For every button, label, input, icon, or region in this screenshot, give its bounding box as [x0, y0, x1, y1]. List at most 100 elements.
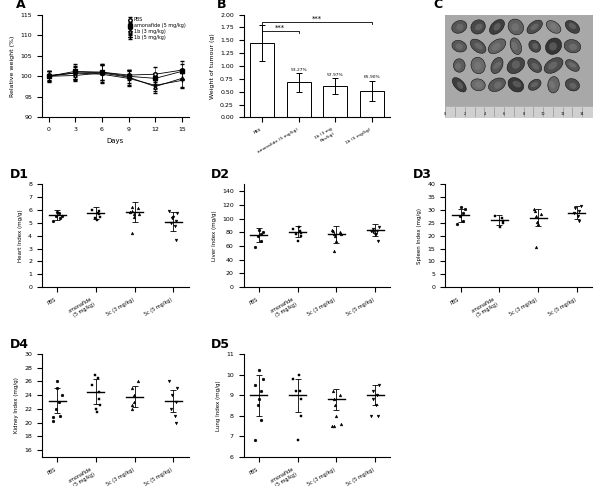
Text: D5: D5 [211, 338, 230, 351]
Point [331, 412, 341, 419]
Ellipse shape [508, 19, 524, 35]
Point [94, 213, 104, 221]
Y-axis label: Kidney Index (mg/g): Kidney Index (mg/g) [14, 378, 19, 434]
Ellipse shape [569, 83, 576, 89]
Ellipse shape [491, 57, 503, 73]
Point [126, 208, 135, 216]
Ellipse shape [565, 20, 579, 34]
Point [498, 214, 507, 222]
Point [258, 228, 268, 236]
Text: 6: 6 [503, 112, 505, 116]
Ellipse shape [528, 58, 542, 72]
Point [451, 220, 461, 228]
Ellipse shape [475, 82, 482, 88]
Y-axis label: Relative weight (%): Relative weight (%) [10, 35, 15, 97]
Point [52, 378, 62, 385]
Point [164, 378, 174, 385]
Point [48, 217, 58, 225]
Bar [360, 91, 384, 118]
Point [288, 225, 298, 233]
Ellipse shape [451, 20, 467, 33]
Ellipse shape [545, 38, 562, 54]
Point [294, 436, 303, 444]
Y-axis label: Heart Index (mg/g): Heart Index (mg/g) [17, 209, 23, 262]
Point [329, 230, 339, 238]
Point [490, 212, 500, 220]
Point [168, 213, 178, 221]
Point [171, 236, 181, 243]
Point [257, 237, 266, 244]
Ellipse shape [492, 43, 501, 51]
Point [94, 395, 104, 402]
Ellipse shape [550, 23, 557, 30]
Point [295, 387, 305, 395]
Point [294, 237, 303, 244]
Point [331, 232, 340, 240]
Point [254, 232, 263, 240]
Point [94, 210, 104, 218]
Point [530, 207, 540, 214]
Bar [287, 83, 310, 118]
Point [127, 405, 137, 413]
Point [87, 206, 96, 214]
Point [51, 212, 61, 220]
Point [257, 416, 266, 424]
Point [373, 227, 382, 235]
Point [171, 418, 181, 426]
Point [329, 387, 338, 395]
Y-axis label: Spleen Index (mg/g): Spleen Index (mg/g) [417, 208, 422, 264]
Point [498, 217, 508, 225]
Point [327, 422, 337, 430]
Text: B: B [217, 0, 227, 11]
Point [374, 224, 384, 231]
Point [335, 420, 345, 428]
X-axis label: Days: Days [106, 138, 124, 144]
Ellipse shape [456, 24, 463, 30]
Ellipse shape [511, 42, 517, 50]
Legend: PBS, amonafide (5 mg/kg), 1b (3 mg/kg), 1b (5 mg/kg): PBS, amonafide (5 mg/kg), 1b (3 mg/kg), … [127, 17, 186, 40]
Point [87, 381, 96, 389]
Point [335, 228, 344, 236]
Point [297, 395, 306, 403]
Point [532, 218, 542, 226]
Point [54, 209, 64, 217]
Ellipse shape [548, 62, 557, 69]
Ellipse shape [549, 42, 557, 51]
Ellipse shape [532, 43, 538, 49]
Point [94, 401, 104, 409]
Point [127, 401, 136, 409]
Ellipse shape [475, 24, 483, 31]
Ellipse shape [511, 23, 519, 31]
Point [258, 375, 268, 382]
Point [531, 212, 541, 220]
Point [129, 210, 139, 218]
Ellipse shape [452, 40, 466, 52]
Text: 14: 14 [580, 112, 584, 116]
Point [529, 205, 538, 212]
Bar [250, 43, 274, 118]
Text: C: C [434, 0, 443, 11]
Point [173, 209, 182, 217]
Point [250, 381, 260, 389]
Point [53, 384, 62, 392]
Point [368, 387, 378, 395]
Ellipse shape [546, 20, 561, 33]
Point [331, 237, 341, 244]
Point [134, 210, 144, 218]
Point [55, 412, 65, 419]
Ellipse shape [512, 81, 521, 87]
Text: 8: 8 [523, 112, 524, 116]
Ellipse shape [453, 59, 465, 72]
Point [295, 227, 305, 235]
Text: D2: D2 [211, 168, 230, 181]
Point [570, 204, 580, 212]
Point [54, 398, 64, 406]
Point [167, 391, 176, 399]
Point [335, 391, 344, 399]
Point [331, 401, 340, 409]
Point [368, 225, 378, 233]
Point [51, 405, 61, 413]
Ellipse shape [456, 44, 463, 50]
Point [170, 412, 179, 419]
Point [93, 374, 102, 382]
